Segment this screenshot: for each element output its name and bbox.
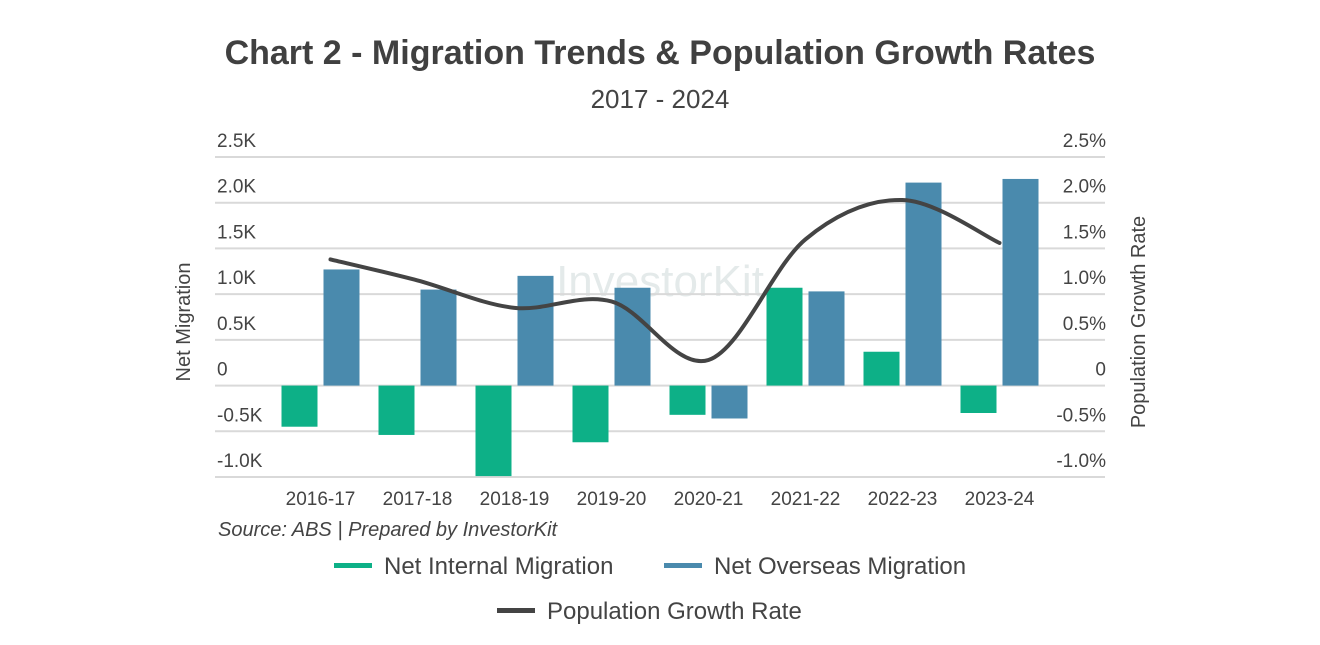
y-tick-label: -0.5K bbox=[217, 405, 263, 426]
population-growth-line bbox=[328, 197, 1002, 364]
source-note: Source: ABS | Prepared by InvestorKit bbox=[218, 519, 559, 541]
bar-overseas-migration bbox=[808, 291, 845, 386]
y-tick-label: 2.5K bbox=[217, 131, 256, 152]
x-tick-label: 2022-23 bbox=[868, 489, 938, 510]
x-tick-label: 2016-17 bbox=[286, 489, 356, 510]
bar-overseas-migration bbox=[517, 275, 554, 386]
bar-overseas-migration bbox=[614, 287, 651, 386]
bar-internal-migration bbox=[475, 385, 512, 477]
legend-growth: Population Growth Rate bbox=[547, 598, 802, 625]
y-axis-label: Net Migration bbox=[173, 263, 195, 382]
y2-tick-label: 0.5% bbox=[1063, 314, 1106, 335]
y-tick-label: 2.0K bbox=[217, 177, 256, 198]
x-tick-label: 2017-18 bbox=[383, 489, 453, 510]
bar-overseas-migration bbox=[420, 289, 457, 386]
y2-tick-label: -0.5% bbox=[1056, 405, 1106, 426]
bar-internal-migration bbox=[281, 385, 318, 427]
x-tick-label: 2023-24 bbox=[965, 489, 1035, 510]
y2-tick-label: 1.5% bbox=[1063, 222, 1106, 243]
bar-internal-migration bbox=[863, 351, 900, 386]
y2-tick-label: 2.5% bbox=[1063, 131, 1106, 152]
y2-tick-label: -1.0% bbox=[1056, 451, 1106, 472]
y-tick-label: 0 bbox=[217, 360, 228, 381]
x-tick-label: 2020-21 bbox=[674, 489, 744, 510]
bar-overseas-migration bbox=[905, 182, 942, 386]
y2-tick-label: 1.0% bbox=[1063, 268, 1106, 289]
y2-tick-label: 2.0% bbox=[1063, 177, 1106, 198]
bar-overseas-migration bbox=[1002, 178, 1039, 386]
bar-overseas-migration bbox=[323, 269, 360, 386]
y2-tick-label: 0 bbox=[1095, 360, 1106, 381]
bar-overseas-migration bbox=[711, 385, 748, 419]
legend-swatch-internal bbox=[334, 563, 372, 568]
bar-internal-migration bbox=[960, 385, 997, 413]
legend-swatch-growth bbox=[497, 608, 535, 613]
x-tick-label: 2018-19 bbox=[480, 489, 550, 510]
bar-internal-migration bbox=[572, 385, 609, 443]
bar-internal-migration bbox=[378, 385, 415, 435]
x-tick-label: 2019-20 bbox=[577, 489, 647, 510]
legend-internal: Net Internal Migration bbox=[384, 553, 613, 580]
legend-swatch-overseas bbox=[664, 563, 702, 568]
y-tick-label: 1.0K bbox=[217, 268, 256, 289]
legend-overseas: Net Overseas Migration bbox=[714, 553, 966, 580]
bar-internal-migration bbox=[669, 385, 706, 415]
y-tick-label: 0.5K bbox=[217, 314, 256, 335]
y-tick-label: -1.0K bbox=[217, 451, 263, 472]
y-tick-label: 1.5K bbox=[217, 222, 256, 243]
chart-subtitle: 2017 - 2024 bbox=[591, 84, 730, 114]
bar-internal-migration bbox=[766, 287, 803, 386]
chart-title: Chart 2 - Migration Trends & Population … bbox=[225, 34, 1096, 72]
y2-axis-label: Population Growth Rate bbox=[1128, 216, 1150, 428]
x-tick-label: 2021-22 bbox=[771, 489, 841, 510]
